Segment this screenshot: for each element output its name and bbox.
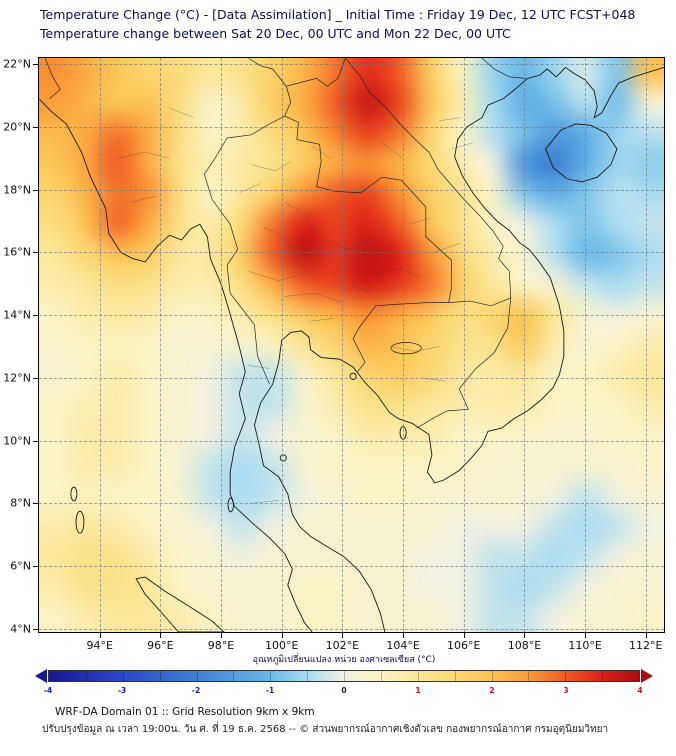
colorbar-separator [307, 671, 309, 681]
colorbar-tick-label: 2 [489, 686, 495, 695]
colorbar: อุณหภูมิเปลี่ยนแปลง หน่วย องศาเซลเซียส (… [35, 655, 653, 695]
country-border-thailand-cambodia [353, 303, 449, 372]
province-borders-path [118, 108, 473, 503]
country-border-myanmar-laos-china [248, 58, 345, 116]
colorbar-tick-label: 4 [637, 686, 643, 695]
x-axis-tick [99, 633, 101, 638]
phu-quoc-island [400, 427, 406, 440]
x-axis-tick [585, 633, 587, 638]
colorbar-separator [454, 671, 456, 681]
x-axis-tick [463, 633, 465, 638]
sumatra-island-path [136, 577, 224, 632]
x-axis-tick [342, 633, 344, 638]
y-tick-label: 10°N [3, 434, 31, 448]
geography-borders-overlay [39, 58, 664, 632]
map-title: Temperature Change (°C) - [Data Assimila… [40, 7, 636, 22]
y-axis-tick [33, 189, 38, 191]
colorbar-tick-label: -3 [117, 686, 127, 695]
y-axis-tick [33, 503, 38, 505]
colorbar-separator [85, 671, 87, 681]
map-plot-area: 94°E 96°E 98°E 100°E 102°E 104°E 106°E 108°E 110… [3, 57, 665, 652]
footer-domain-info: WRF-DA Domain 01 :: Grid Resolution 9km … [55, 706, 315, 718]
x-tick-label: 100°E [264, 639, 299, 652]
x-tick-label: 98°E [207, 639, 235, 652]
country-border-myanmar-thailand [204, 116, 284, 384]
colorbar-separator [159, 671, 161, 681]
andaman-island [76, 511, 84, 533]
x-tick-label: 108°E [507, 639, 542, 652]
y-axis-tick [33, 377, 38, 379]
colorbar-separator [491, 671, 493, 681]
country-border-thailand-laos [285, 116, 452, 303]
map-subtitle: Temperature change between Sat 20 Dec, 0… [40, 26, 511, 41]
country-border-laos-cambodia [449, 298, 511, 306]
colorbar-separator [270, 671, 272, 681]
x-tick-label: 106°E [447, 639, 481, 652]
x-axis-tick [524, 633, 526, 638]
koh-chang-island [350, 373, 356, 379]
colorbar-left-arrow-icon [35, 669, 47, 683]
colorbar-gradient [48, 670, 640, 682]
coastline-myanmar-peninsula-path [39, 99, 312, 632]
x-axis-tick [160, 633, 162, 638]
y-tick-label: 14°N [3, 308, 31, 322]
colorbar-tick-label: 3 [563, 686, 569, 695]
y-axis-tick [33, 64, 38, 66]
colorbar-tick-label: -4 [43, 686, 53, 695]
y-tick-label: 4°N [10, 622, 31, 636]
y-axis-tick [33, 628, 38, 630]
country-border-laos-vietnam [345, 58, 510, 298]
colorbar-separator [528, 671, 530, 681]
y-tick-label: 12°N [3, 371, 31, 385]
coastline-gulf-vietnam-china-path [254, 67, 664, 632]
y-tick-label: 8°N [10, 496, 31, 510]
footer-update-info: ปรับปรุงข้อมูล ณ เวลา 19:00น. วัน ศ. ที่… [42, 724, 609, 735]
y-axis-tick [33, 315, 38, 317]
y-axis-tick [33, 252, 38, 254]
colorbar-separator [122, 671, 124, 681]
y-tick-label: 18°N [3, 183, 31, 197]
x-tick-label: 96°E [147, 639, 174, 652]
colorbar-separator [380, 671, 382, 681]
x-axis-tick [281, 633, 283, 638]
y-tick-label: 22°N [3, 57, 31, 71]
y-axis-tick [33, 440, 38, 442]
tonle-sap-lake [391, 342, 421, 353]
colorbar-separator [233, 671, 235, 681]
colorbar-separator [196, 671, 198, 681]
y-tick-label: 16°N [3, 245, 31, 259]
x-tick-label: 110°E [568, 639, 602, 652]
country-border-cambodia-vietnam [417, 298, 511, 428]
x-tick-label: 104°E [386, 639, 420, 652]
y-axis-tick [33, 127, 38, 128]
y-axis-tick [33, 566, 38, 568]
country-border-vietnam-china [45, 58, 526, 99]
x-axis-tick [403, 633, 405, 638]
phuket-island [228, 498, 233, 512]
x-tick-label: 112°E [629, 639, 663, 652]
colorbar-tick-label: 0 [341, 686, 347, 695]
samui-island [280, 455, 286, 461]
y-tick-label: 6°N [10, 559, 31, 573]
x-tick-label: 94°E [86, 639, 113, 652]
x-axis-tick [645, 633, 647, 638]
colorbar-title: อุณหภูมิเปลี่ยนแปลง หน่วย องศาเซลเซียส (… [252, 655, 436, 665]
x-tick-label: 102°E [325, 639, 360, 652]
colorbar-right-arrow-icon [641, 669, 653, 683]
colorbar-tick-label: -2 [191, 686, 201, 695]
y-tick-label: 20°N [3, 120, 31, 134]
colorbar-separator [602, 671, 604, 681]
colorbar-separator [417, 671, 419, 681]
colorbar-separator [565, 671, 567, 681]
hainan-island-path [546, 124, 617, 182]
nicobar-island [71, 487, 77, 501]
temperature-heatmap-canvas [39, 58, 664, 632]
colorbar-tick-label: -1 [265, 686, 275, 695]
colorbar-separator [344, 671, 345, 681]
colorbar-tick-label: 1 [415, 686, 421, 695]
x-axis-tick [221, 633, 223, 638]
